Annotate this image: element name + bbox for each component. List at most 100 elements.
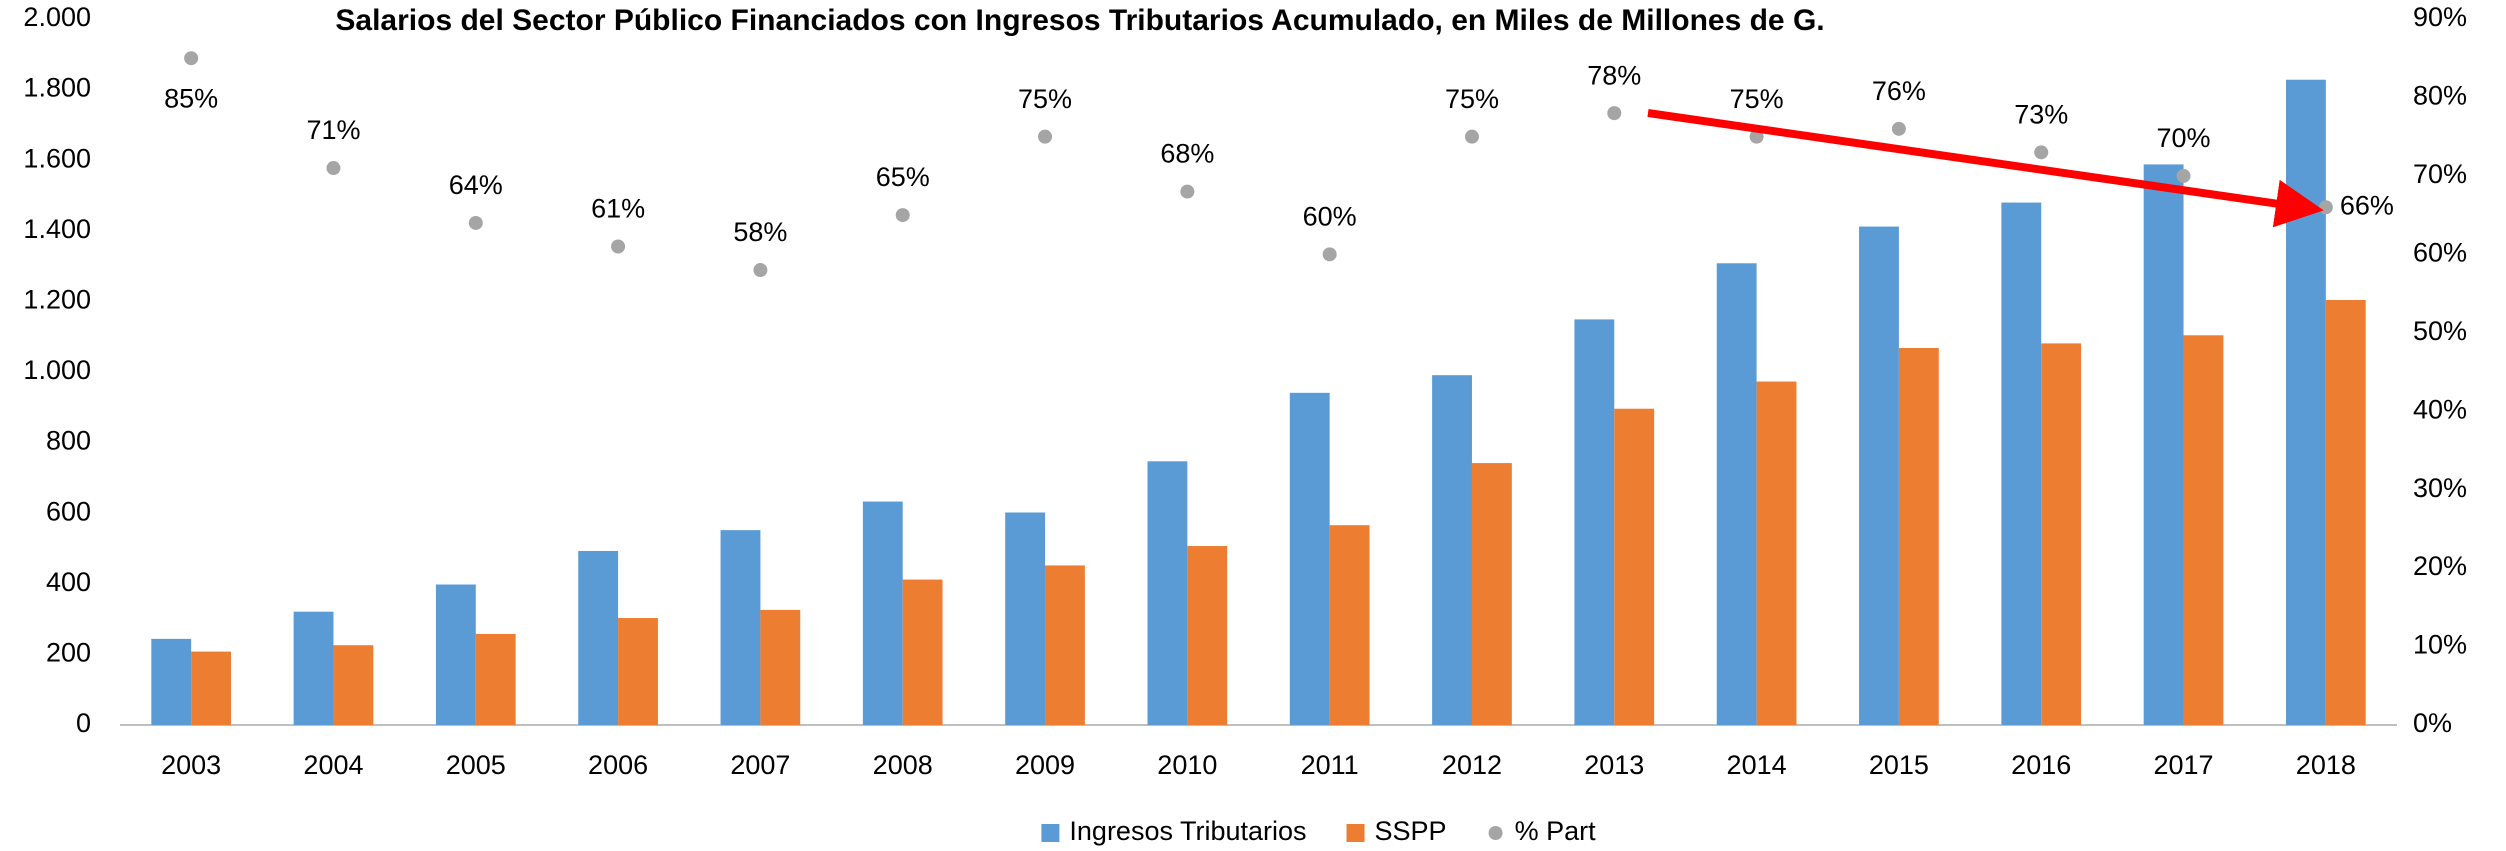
point	[895, 208, 910, 223]
bar	[1289, 392, 1330, 725]
bar	[191, 651, 232, 725]
y-tick-label: 200	[46, 638, 91, 668]
point	[1891, 121, 1906, 136]
y-tick-label: 1.800	[23, 73, 91, 103]
x-tick-label: 2014	[1727, 750, 1787, 780]
data-label: 76%	[1872, 76, 1926, 106]
data-label: 75%	[1445, 84, 1499, 114]
bar	[1045, 565, 1085, 725]
x-tick-label: 2007	[730, 750, 790, 780]
y-tick-label: 1.400	[23, 214, 91, 244]
bar	[902, 579, 943, 725]
point	[611, 239, 626, 254]
bar	[862, 501, 903, 725]
legend-label: Ingresos Tributarios	[1069, 816, 1306, 846]
bar	[2183, 335, 2224, 725]
x-tick-label: 2016	[2011, 750, 2071, 780]
bar	[2001, 202, 2042, 725]
bar	[1432, 375, 1472, 725]
bar	[475, 633, 516, 725]
bar	[1329, 525, 1370, 725]
x-tick-label: 2004	[303, 750, 363, 780]
data-label: 60%	[1303, 201, 1357, 231]
y2-tick-label: 40%	[2413, 394, 2467, 424]
point	[1180, 184, 1195, 199]
x-tick-label: 2012	[1442, 750, 1502, 780]
y-tick-label: 1.200	[23, 285, 91, 315]
data-label: 66%	[2340, 190, 2394, 220]
y2-tick-label: 60%	[2413, 237, 2467, 267]
y2-tick-label: 30%	[2413, 473, 2467, 503]
y-tick-label: 400	[46, 567, 91, 597]
x-tick-label: 2003	[161, 750, 221, 780]
bar	[1471, 463, 1512, 725]
x-tick-label: 2011	[1301, 750, 1359, 780]
bar	[2041, 343, 2082, 725]
point	[1038, 129, 1053, 144]
point	[468, 215, 483, 230]
legend-label: % Part	[1515, 816, 1597, 846]
bar	[293, 611, 334, 725]
y2-tick-label: 10%	[2413, 630, 2467, 660]
point	[1464, 129, 1479, 144]
y2-tick-label: 70%	[2413, 159, 2467, 189]
data-label: 78%	[1587, 60, 1641, 90]
bar	[2285, 79, 2326, 725]
data-label: 61%	[591, 194, 645, 224]
point	[753, 263, 768, 278]
point	[2176, 168, 2191, 183]
y2-tick-label: 50%	[2413, 316, 2467, 346]
bar	[720, 530, 761, 725]
point	[1607, 106, 1622, 121]
x-tick-label: 2008	[873, 750, 933, 780]
y2-tick-label: 90%	[2413, 2, 2467, 32]
x-tick-label: 2009	[1015, 750, 1075, 780]
point	[2034, 145, 2049, 160]
bar	[760, 609, 801, 725]
annotation-arrow	[1647, 109, 2324, 228]
bar	[2143, 164, 2184, 725]
bar	[1005, 512, 1046, 725]
x-tick-label: 2006	[588, 750, 648, 780]
data-label: 65%	[876, 162, 930, 192]
legend-marker	[1488, 826, 1503, 840]
x-tick-label: 2015	[1869, 750, 1929, 780]
point	[184, 51, 199, 66]
bar	[151, 638, 192, 725]
bar	[1147, 461, 1188, 725]
y2-tick-label: 20%	[2413, 551, 2467, 581]
bar	[1574, 319, 1615, 725]
bar	[435, 584, 476, 725]
bar	[618, 618, 658, 725]
y-tick-label: 0	[76, 708, 91, 738]
legend-label: SSPP	[1375, 816, 1447, 846]
bar	[1614, 408, 1655, 725]
x-tick-label: 2018	[2296, 750, 2356, 780]
bar	[1187, 546, 1228, 725]
point	[326, 161, 341, 176]
chart-title: Salarios del Sector Público Financiados …	[335, 4, 1824, 37]
legend-marker	[1346, 824, 1365, 842]
data-label: 64%	[449, 170, 503, 200]
bar	[1756, 381, 1797, 725]
bar	[1859, 226, 1899, 725]
data-label: 68%	[1160, 139, 1214, 169]
x-tick-label: 2013	[1584, 750, 1644, 780]
y2-tick-label: 80%	[2413, 81, 2467, 111]
y-tick-label: 1.600	[23, 143, 91, 173]
y-tick-label: 1.000	[23, 355, 91, 385]
data-label: 70%	[2157, 123, 2211, 153]
data-label: 75%	[1018, 84, 1072, 114]
bar	[578, 550, 619, 725]
x-tick-label: 2010	[1157, 750, 1217, 780]
data-label: 73%	[2014, 99, 2068, 129]
point	[2318, 200, 2333, 215]
bar	[1716, 263, 1757, 725]
bar	[2325, 299, 2366, 725]
bar	[1898, 347, 1939, 725]
data-label: 71%	[306, 115, 360, 145]
data-label: 58%	[733, 217, 787, 247]
y-tick-label: 800	[46, 426, 91, 456]
y2-tick-label: 0%	[2413, 708, 2452, 738]
